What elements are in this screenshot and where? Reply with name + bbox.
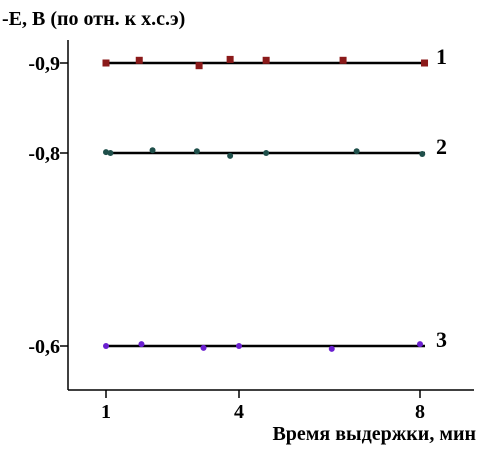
- y-tick-label: -0,6: [28, 336, 60, 358]
- data-point-series-2: [353, 148, 360, 155]
- data-point-series-3: [200, 344, 207, 351]
- x-tick-label: 4: [234, 401, 244, 423]
- y-ticks: -0,9 -0,8 -0,6: [28, 53, 68, 358]
- data-point-series-1: [339, 56, 347, 64]
- data-point-series-2: [149, 147, 156, 154]
- series-label: 3: [436, 327, 447, 352]
- chart-title: -E, B (по отн. к х.с.э): [2, 8, 185, 30]
- data-point-series-2: [419, 150, 426, 157]
- x-axis-label: Время выдержки, мин: [272, 423, 476, 445]
- x-ticks: 1 4 8: [101, 390, 425, 423]
- data-point-series-3: [138, 341, 145, 348]
- data-point-series-1: [262, 56, 270, 64]
- data-point-series-2: [263, 150, 270, 156]
- data-point-series-1: [135, 56, 143, 64]
- x-tick-label: 1: [101, 401, 111, 423]
- data-point-series-3: [236, 343, 242, 349]
- fit-lines: [105, 61, 425, 348]
- data-point-series-1: [195, 62, 203, 70]
- data-point-series-1: [421, 59, 429, 67]
- y-tick-label: -0,9: [28, 53, 60, 75]
- data-point-series-2: [107, 150, 114, 156]
- data-point-series-3: [103, 343, 109, 349]
- data-point-series-1: [226, 55, 234, 63]
- data-point-series-3: [328, 345, 335, 352]
- x-tick-label: 8: [415, 401, 425, 423]
- series-label: 2: [436, 134, 447, 159]
- y-tick-label: -0,8: [28, 143, 60, 165]
- series-label: 1: [436, 44, 447, 69]
- data-point-series-2: [227, 152, 234, 159]
- series-labels: 1 2 3: [436, 44, 447, 352]
- data-point-series-2: [193, 148, 200, 155]
- data-point-series-1: [102, 59, 110, 67]
- data-points: [102, 55, 429, 352]
- data-point-series-3: [417, 341, 423, 348]
